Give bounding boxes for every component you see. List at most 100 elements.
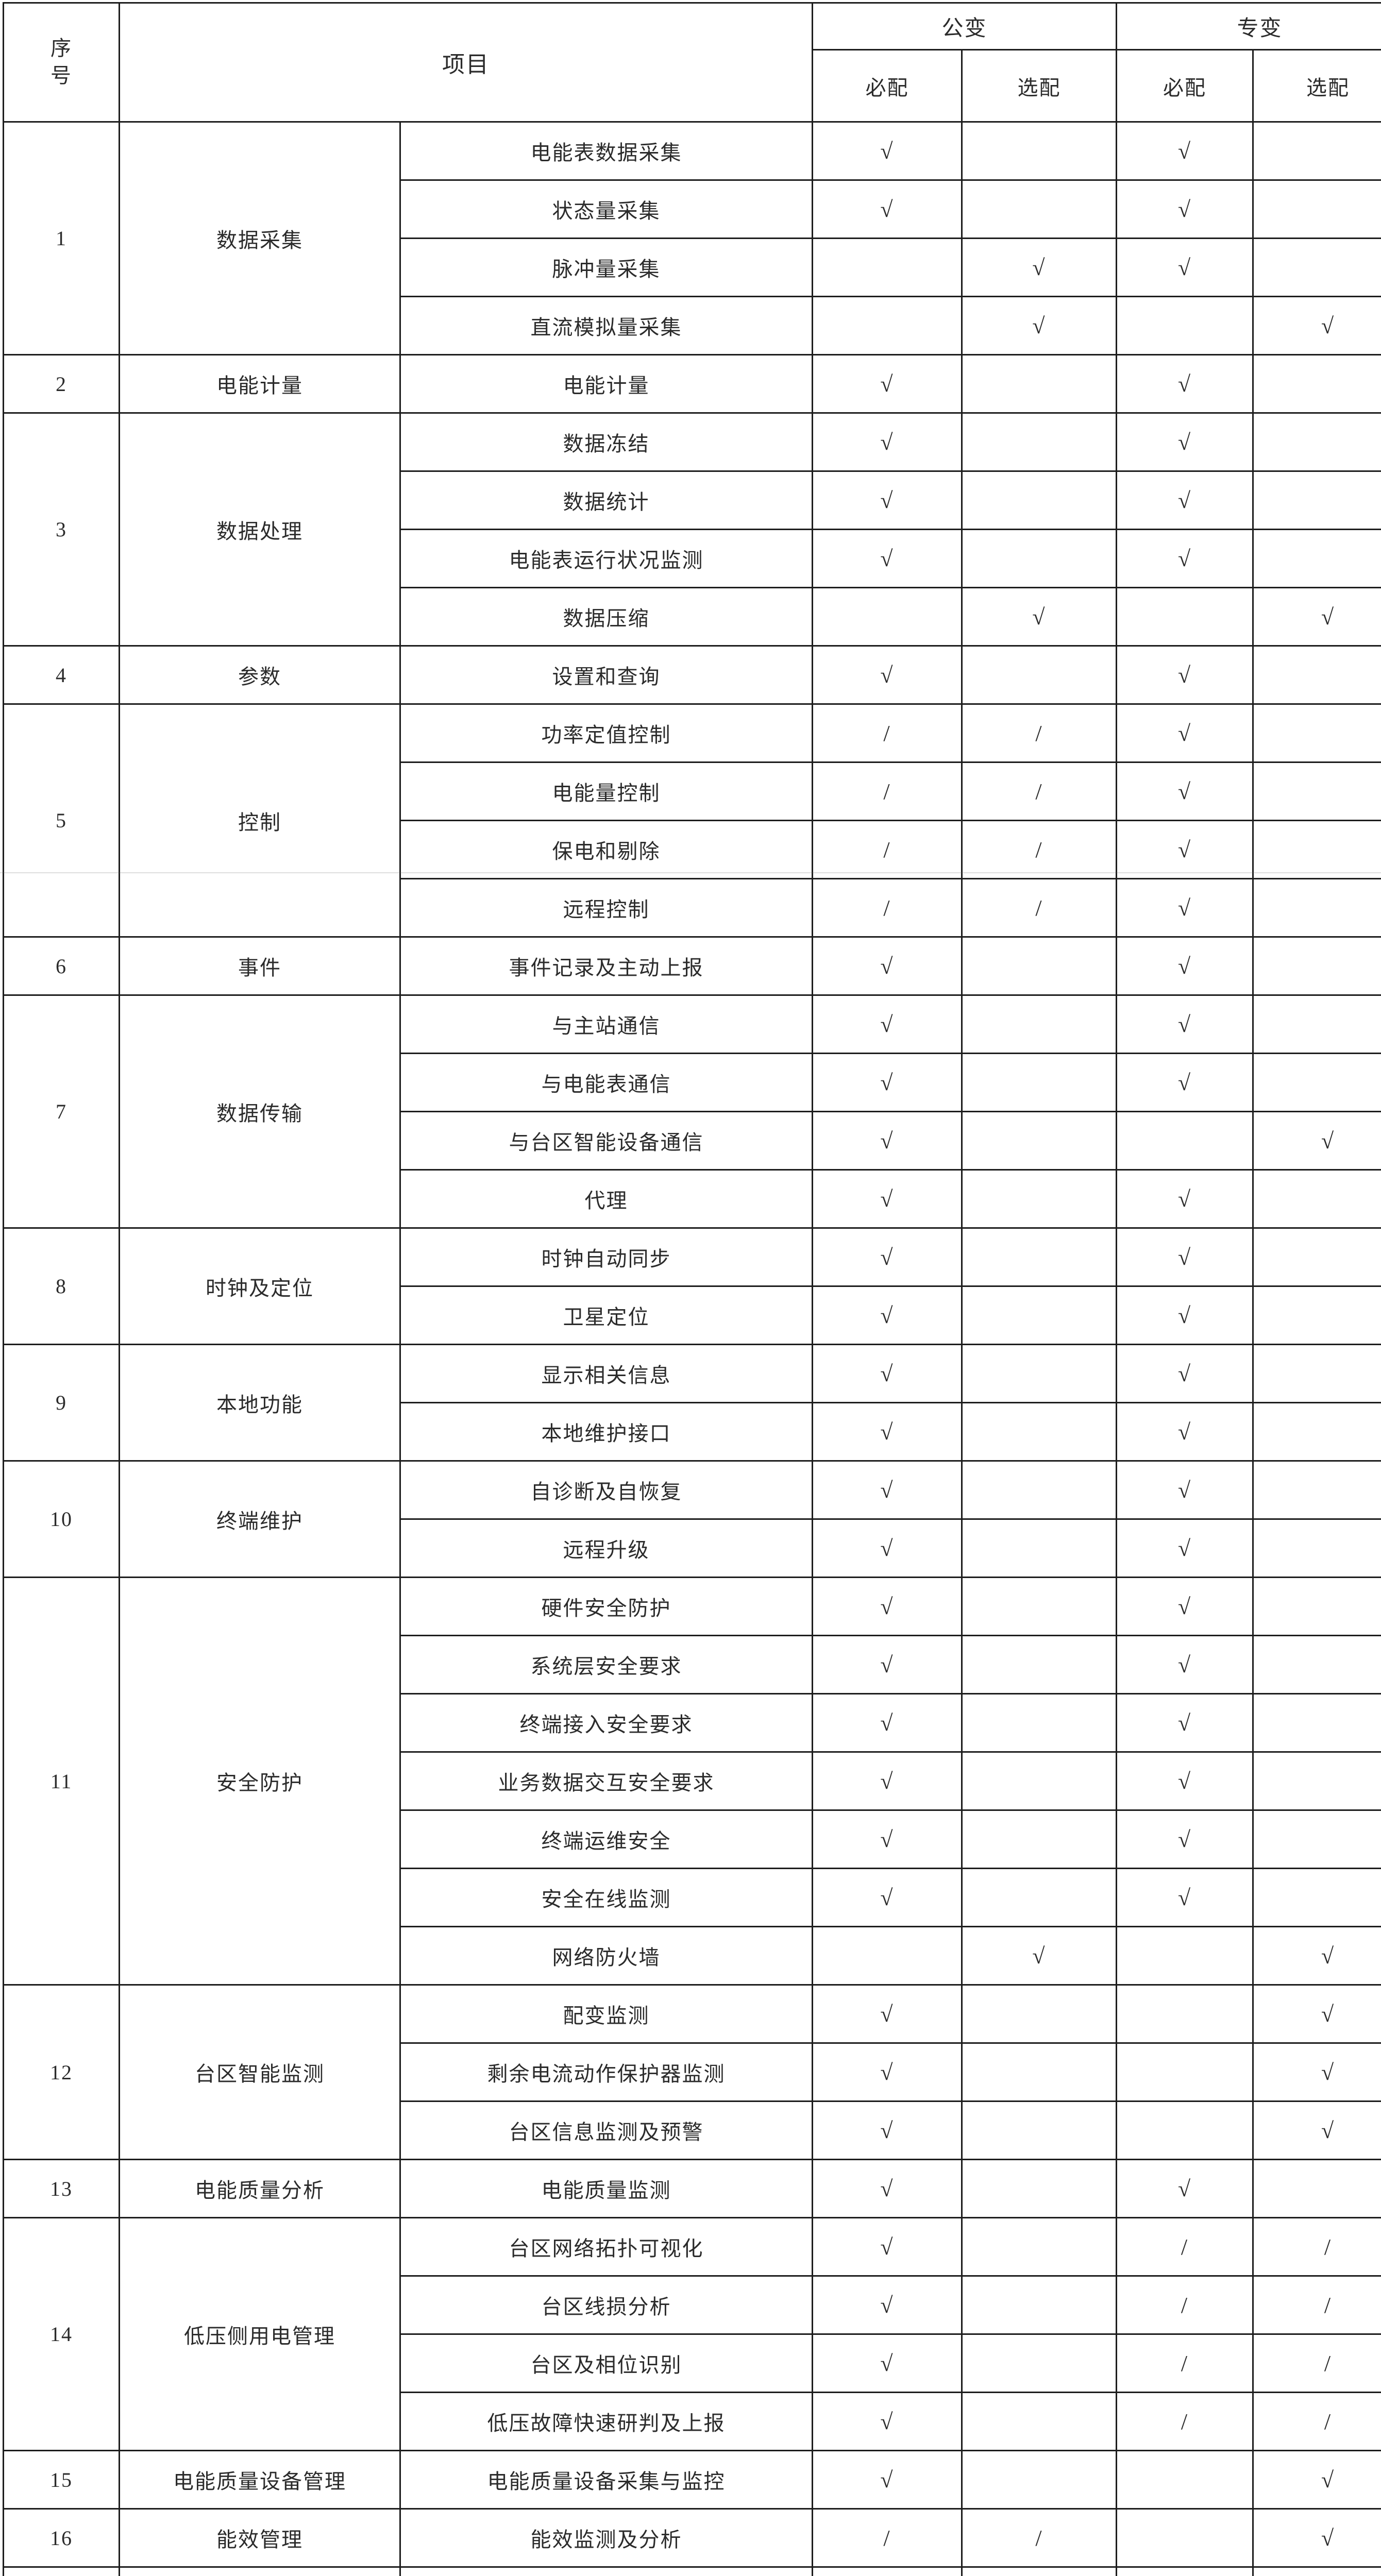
- row-item-name: 电能计量: [399, 354, 813, 414]
- table-row: 14 低压侧用电管理 台区网络拓扑可视化 √ / /: [3, 2217, 1381, 2451]
- row-category: 能效管理: [119, 2508, 401, 2568]
- cell-gongbian-optional: [961, 179, 1118, 239]
- row-sequence-number: 1: [3, 121, 120, 355]
- cell-gongbian-optional: /: [961, 878, 1118, 938]
- row-category: 分布式能源管理: [119, 2566, 401, 2576]
- cell-zhuanbian-optional: [1252, 1693, 1381, 1753]
- row-sequence-number: 7: [3, 994, 120, 1229]
- row-item-name: 与台区智能设备通信: [399, 1111, 813, 1171]
- cell-gongbian-optional: √: [961, 238, 1118, 297]
- cell-gongbian-mandatory: √: [812, 1868, 963, 1927]
- cell-zhuanbian-mandatory: √: [1116, 1518, 1254, 1578]
- cell-gongbian-mandatory: √: [812, 1693, 963, 1753]
- cell-zhuanbian-optional: [1252, 1518, 1381, 1578]
- table-row: 15 电能质量设备管理 电能质量设备采集与监控 √ √: [3, 2450, 1381, 2510]
- cell-gongbian-optional: [961, 412, 1118, 472]
- header-sequence-line1: 序: [50, 37, 72, 61]
- row-item-name: 设置和查询: [399, 645, 813, 705]
- cell-zhuanbian-mandatory: √: [1116, 878, 1254, 938]
- row-item-name: 显示相关信息: [399, 1344, 813, 1403]
- cell-zhuanbian-mandatory: √: [1116, 470, 1254, 530]
- cell-zhuanbian-optional: [1252, 1402, 1381, 1462]
- table-row: 台区及相位识别 √ / /: [4, 2333, 1381, 2393]
- row-sequence-number: 11: [3, 1577, 120, 1986]
- cell-zhuanbian-optional: √: [1252, 2100, 1381, 2160]
- table-row: 安全在线监测 √ √: [4, 1868, 1381, 1927]
- cell-gongbian-mandatory: √: [812, 2392, 963, 2451]
- cell-zhuanbian-mandatory: √: [1116, 1053, 1254, 1112]
- row-item-name: 台区网络拓扑可视化: [399, 2217, 813, 2277]
- cell-gongbian-optional: √: [961, 1926, 1118, 1986]
- cell-zhuanbian-optional: [1252, 412, 1381, 472]
- row-category: 事件: [119, 936, 401, 996]
- row-category: 时钟及定位: [119, 1227, 401, 1345]
- cell-zhuanbian-optional: √: [1252, 1926, 1381, 1986]
- cell-zhuanbian-optional: [1252, 936, 1381, 996]
- header-item: 项目: [119, 2, 813, 123]
- cell-gongbian-mandatory: √: [812, 470, 963, 530]
- cell-zhuanbian-mandatory: √: [1116, 1635, 1254, 1694]
- row-category: 台区智能监测: [119, 1984, 401, 2160]
- table-row: 数据压缩 √ √: [4, 587, 1381, 647]
- cell-gongbian-optional: [961, 1809, 1118, 1869]
- cell-gongbian-optional: [961, 1111, 1118, 1171]
- cell-gongbian-optional: [961, 1518, 1118, 1578]
- table-row: 1 数据采集 电能表数据采集 √ √: [3, 121, 1381, 355]
- cell-gongbian-mandatory: [812, 296, 963, 355]
- row-item-name: 状态量采集: [399, 179, 813, 239]
- table-row: 4 参数 设置和查询 √ √: [3, 645, 1381, 705]
- row-item-name: 终端接入安全要求: [399, 1693, 813, 1753]
- cell-zhuanbian-mandatory: √: [1116, 994, 1254, 1054]
- cell-zhuanbian-mandatory: √: [1116, 1169, 1254, 1229]
- cell-zhuanbian-optional: [1252, 2159, 1381, 2218]
- row-item-name: 电能质量设备采集与监控: [399, 2450, 813, 2510]
- table-row: 业务数据交互安全要求 √ √: [4, 1751, 1381, 1811]
- row-item-name: 保电和剔除: [399, 820, 813, 879]
- cell-zhuanbian-optional: √: [1252, 2508, 1381, 2568]
- cell-gongbian-mandatory: [812, 1926, 963, 1986]
- table-row: 状态量采集 √ √: [4, 179, 1381, 239]
- cell-zhuanbian-optional: [1252, 994, 1381, 1054]
- cell-gongbian-optional: [961, 2100, 1118, 2160]
- table-row: 9 本地功能 显示相关信息 √ √: [3, 1344, 1381, 1462]
- cell-zhuanbian-mandatory: /: [1116, 2275, 1254, 2335]
- table-row: 卫星定位 √ √: [4, 1285, 1381, 1345]
- row-category: 控制: [119, 703, 401, 938]
- cell-gongbian-optional: [961, 2566, 1118, 2576]
- cell-zhuanbian-mandatory: √: [1116, 529, 1254, 588]
- table-row: 电能表运行状况监测 √ √: [4, 529, 1381, 588]
- row-item-name: 事件记录及主动上报: [399, 936, 813, 996]
- cell-zhuanbian-optional: [1252, 645, 1381, 705]
- cell-zhuanbian-mandatory: [1116, 1111, 1254, 1171]
- table-row: 2 电能计量 电能计量 √ √: [3, 354, 1381, 414]
- cell-zhuanbian-optional: √: [1252, 2042, 1381, 2102]
- cell-gongbian-mandatory: √: [812, 1751, 963, 1811]
- row-item-name: 台区信息监测及预警: [399, 2100, 813, 2160]
- cell-zhuanbian-optional: [1252, 878, 1381, 938]
- cell-gongbian-optional: [961, 2333, 1118, 2393]
- row-sequence-number: 12: [3, 1984, 120, 2160]
- cell-gongbian-mandatory: √: [812, 2275, 963, 2335]
- cell-gongbian-mandatory: √: [812, 2159, 963, 2218]
- table-row: 16 能效管理 能效监测及分析 / / √: [3, 2508, 1381, 2568]
- cell-gongbian-mandatory: /: [812, 703, 963, 763]
- header-sequence-line2: 号: [50, 64, 72, 88]
- cell-zhuanbian-optional: /: [1252, 2333, 1381, 2393]
- cell-zhuanbian-mandatory: √: [1116, 936, 1254, 996]
- cell-gongbian-mandatory: √: [812, 179, 963, 239]
- cell-gongbian-optional: [961, 2042, 1118, 2102]
- cell-zhuanbian-optional: [1252, 1285, 1381, 1345]
- cell-gongbian-mandatory: [812, 587, 963, 647]
- table-row: 3 数据处理 数据冻结 √ √: [3, 412, 1381, 647]
- cell-zhuanbian-mandatory: √: [1116, 1402, 1254, 1462]
- row-sequence-number: 13: [3, 2159, 120, 2218]
- table-row: 远程升级 √ √: [4, 1518, 1381, 1578]
- table-row: 7 数据传输 与主站通信 √ √: [3, 994, 1381, 1229]
- row-item-name: 低压故障快速研判及上报: [399, 2392, 813, 2451]
- cell-gongbian-mandatory: /: [812, 761, 963, 821]
- table-row: 11 安全防护 硬件安全防护 √ √: [3, 1577, 1381, 1986]
- row-item-name: 远程升级: [399, 1518, 813, 1578]
- cell-gongbian-mandatory: √: [812, 121, 963, 181]
- header-gongbian-mandatory: 必配: [812, 49, 963, 123]
- cell-gongbian-optional: /: [961, 820, 1118, 879]
